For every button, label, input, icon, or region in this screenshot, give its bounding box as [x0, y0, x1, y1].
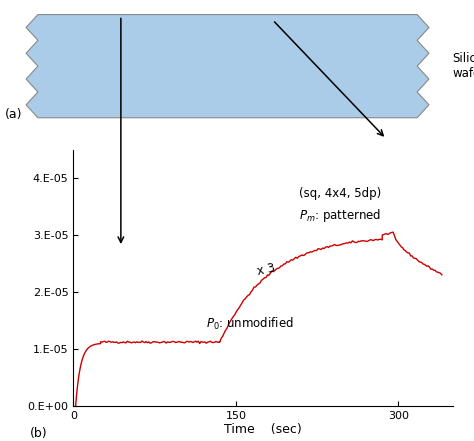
Text: (sq, 4x4, 5dp): (sq, 4x4, 5dp)	[299, 187, 382, 200]
Polygon shape	[26, 15, 429, 118]
Text: $P_m$: patterned: $P_m$: patterned	[299, 208, 381, 224]
X-axis label: Time    (sec): Time (sec)	[224, 423, 302, 436]
Text: $P_0$: unmodified: $P_0$: unmodified	[206, 316, 294, 333]
Text: Silicon
wafer: Silicon wafer	[453, 52, 474, 80]
Text: x 3: x 3	[255, 261, 276, 278]
Text: (b): (b)	[30, 427, 47, 441]
Text: (a): (a)	[5, 108, 22, 121]
